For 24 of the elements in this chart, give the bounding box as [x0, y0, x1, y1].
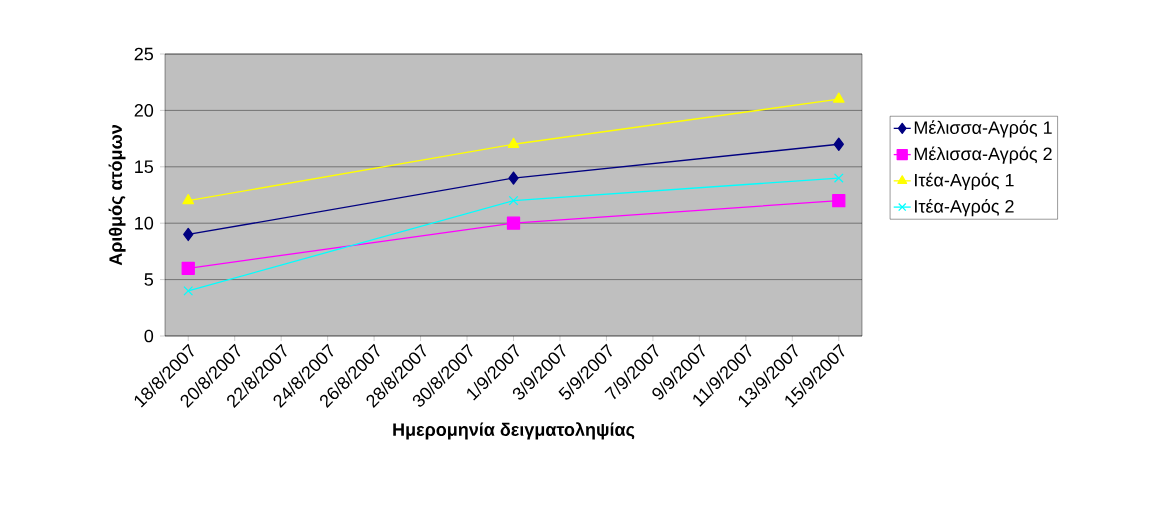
x-axis-title: Ημερομηνία δειγματοληψίας [393, 422, 635, 440]
point [181, 261, 195, 275]
y-tick-label: 0 [144, 329, 154, 343]
point [183, 227, 194, 242]
point [507, 137, 520, 148]
point [182, 193, 195, 205]
y-axis-title: Αριθμός ατόμων [108, 125, 126, 266]
y-tick-label: 15 [135, 160, 154, 174]
legend-label: Ιτέα-Αγρός 1 [915, 172, 1014, 191]
y-tick-label: 25 [134, 47, 154, 61]
y-tick-label: 5 [144, 273, 154, 286]
point [832, 193, 846, 208]
point [832, 92, 845, 103]
legend-label: Ιτέα-Αγρός 2 [915, 198, 1014, 217]
point [506, 216, 521, 230]
point [833, 137, 844, 151]
y-tick-label: 10 [135, 216, 154, 230]
legend-label: Μέλισσα-Αγρός 1 [914, 120, 1052, 138]
y-tick-label: 20 [134, 104, 154, 117]
point [833, 173, 844, 183]
point [508, 171, 519, 185]
point [183, 285, 194, 296]
point [508, 195, 519, 206]
legend-label: Μέλισσα-Αγρός 2 [914, 146, 1052, 164]
